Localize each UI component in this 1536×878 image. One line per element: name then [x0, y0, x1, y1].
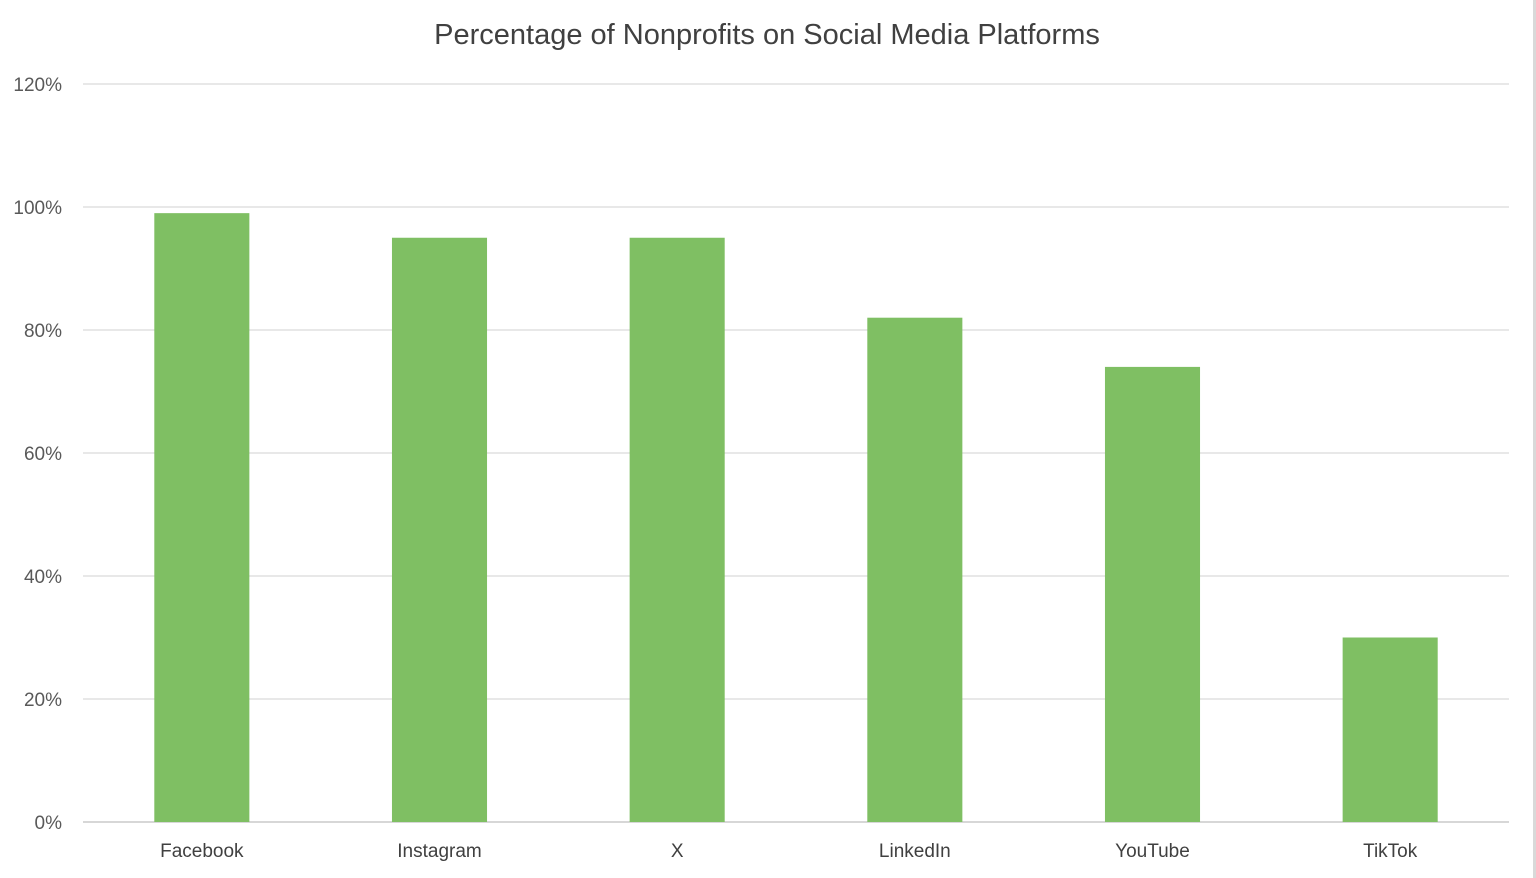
x-axis: Facebook Instagram X LinkedIn YouTube TikTok [160, 841, 1418, 862]
bars [154, 213, 1438, 822]
y-tick-label: 120% [13, 75, 62, 96]
x-tick-label: Instagram [397, 841, 481, 862]
y-tick-label: 100% [13, 198, 62, 219]
bar-facebook [154, 213, 250, 822]
bar-tiktok [1342, 637, 1438, 822]
x-tick-label: YouTube [1115, 841, 1190, 862]
y-tick-label: 0% [35, 813, 63, 834]
bar-x [629, 237, 725, 822]
chart-title: Percentage of Nonprofits on Social Media… [434, 19, 1100, 51]
gridlines [83, 83, 1509, 823]
bar-youtube [1104, 366, 1201, 822]
x-tick-label: Facebook [160, 841, 244, 862]
x-tick-label: X [671, 841, 684, 862]
y-tick-label: 20% [24, 690, 62, 711]
bar-linkedin [867, 317, 963, 822]
bar-instagram [391, 237, 488, 822]
x-tick-label: LinkedIn [879, 841, 951, 862]
y-axis: 0% 20% 40% 60% 80% 100% 120% [13, 75, 62, 834]
y-tick-label: 60% [24, 444, 62, 465]
x-tick-label: TikTok [1363, 841, 1418, 862]
y-tick-label: 80% [24, 321, 62, 342]
y-tick-label: 40% [24, 567, 62, 588]
